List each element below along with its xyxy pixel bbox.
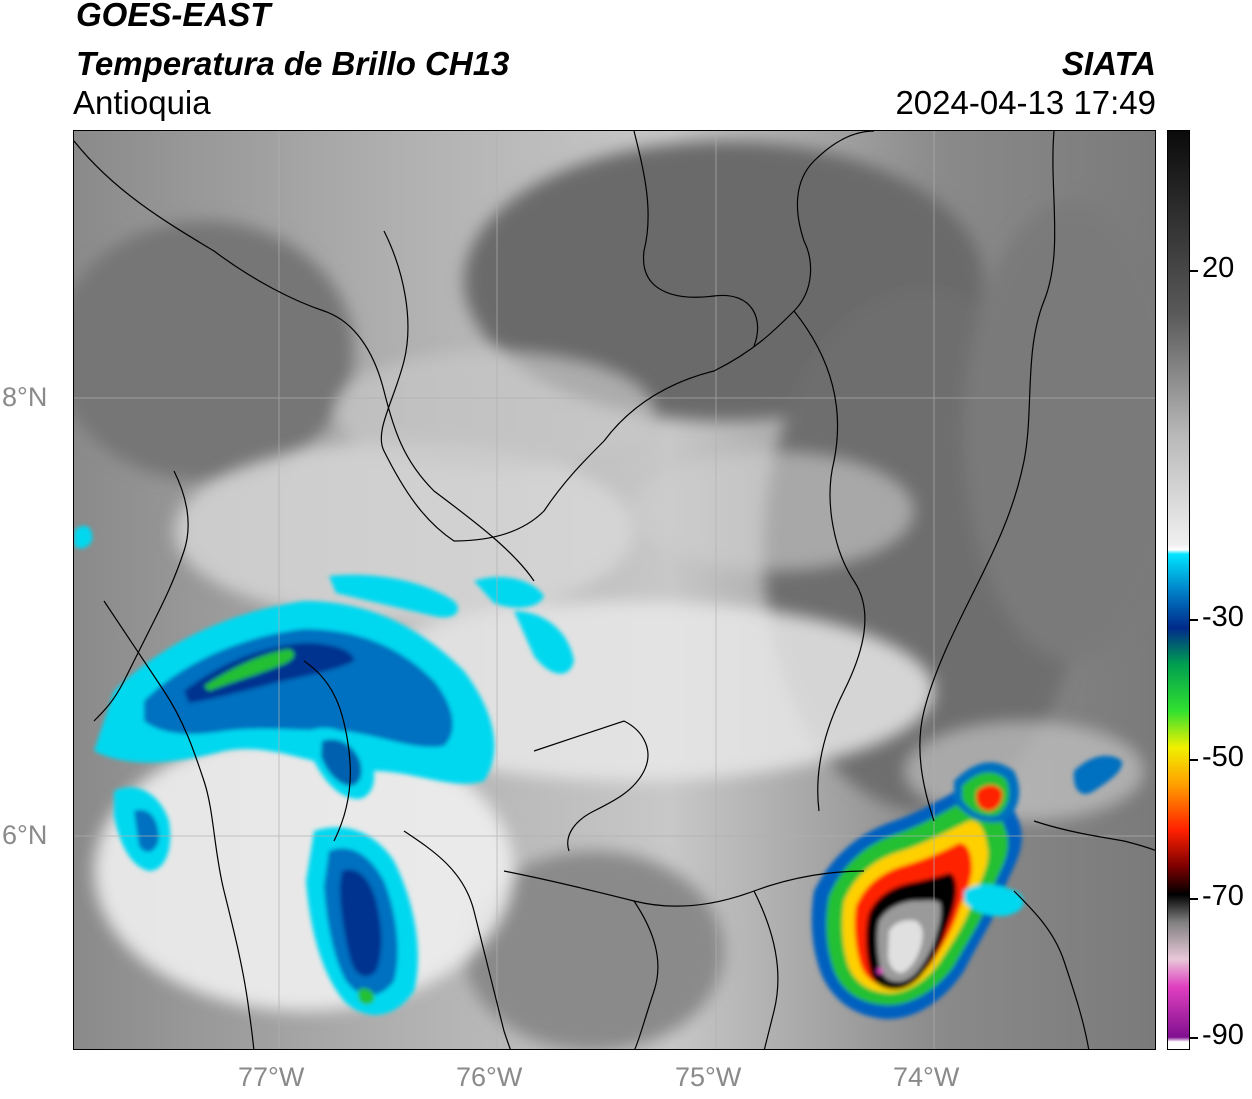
product-title: Temperatura de Brillo CH13 [76, 45, 510, 82]
lon-label-76w: 76°W [456, 1062, 523, 1092]
lon-label-75w: 75°W [675, 1062, 742, 1092]
colorbar-tick-minus30 [1190, 619, 1198, 621]
colorbar-tick-minus50 [1190, 759, 1198, 761]
colorbar-label-minus70: -70 [1202, 880, 1244, 912]
colorbar-label-20: 20 [1202, 252, 1235, 284]
admin-borders [74, 131, 1155, 1049]
graticule [74, 131, 1155, 1049]
colorbar-label-minus90: -90 [1202, 1019, 1244, 1051]
colorbar-label-minus50: -50 [1202, 741, 1244, 773]
agency-title: SIATA [1061, 45, 1156, 82]
lon-label-77w: 77°W [238, 1062, 305, 1092]
lat-label-6n: 6°N [2, 820, 48, 850]
colorbar-tick-minus70 [1190, 898, 1198, 900]
map-canvas [74, 131, 1155, 1049]
colorbar-gradient [1168, 131, 1189, 1049]
warm-regions [74, 141, 1155, 1049]
lon-label-74w: 74°W [893, 1062, 960, 1092]
western-storms [74, 525, 574, 1015]
datetime-title: 2024-04-13 17:49 [895, 84, 1156, 121]
region-title: Antioquia [73, 84, 211, 121]
colorbar-tick-20 [1190, 270, 1198, 272]
lat-label-8n: 8°N [2, 382, 48, 412]
colorbar-label-minus30: -30 [1202, 601, 1244, 633]
satellite-map [73, 130, 1156, 1050]
colorbar [1167, 130, 1190, 1050]
colorbar-tick-minus90 [1190, 1037, 1198, 1039]
satellite-title: GOES-EAST [76, 0, 271, 33]
